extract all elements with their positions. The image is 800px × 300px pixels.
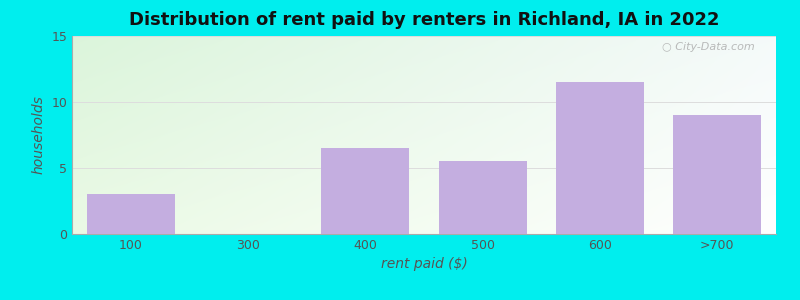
- Bar: [438, 161, 526, 234]
- Bar: [322, 148, 410, 234]
- Title: Distribution of rent paid by renters in Richland, IA in 2022: Distribution of rent paid by renters in …: [129, 11, 719, 29]
- X-axis label: rent paid ($): rent paid ($): [381, 257, 467, 272]
- Bar: [556, 82, 644, 234]
- Y-axis label: households: households: [32, 96, 46, 174]
- Bar: [674, 115, 762, 234]
- Text: ○ City-Data.com: ○ City-Data.com: [662, 42, 755, 52]
- Bar: [86, 194, 174, 234]
